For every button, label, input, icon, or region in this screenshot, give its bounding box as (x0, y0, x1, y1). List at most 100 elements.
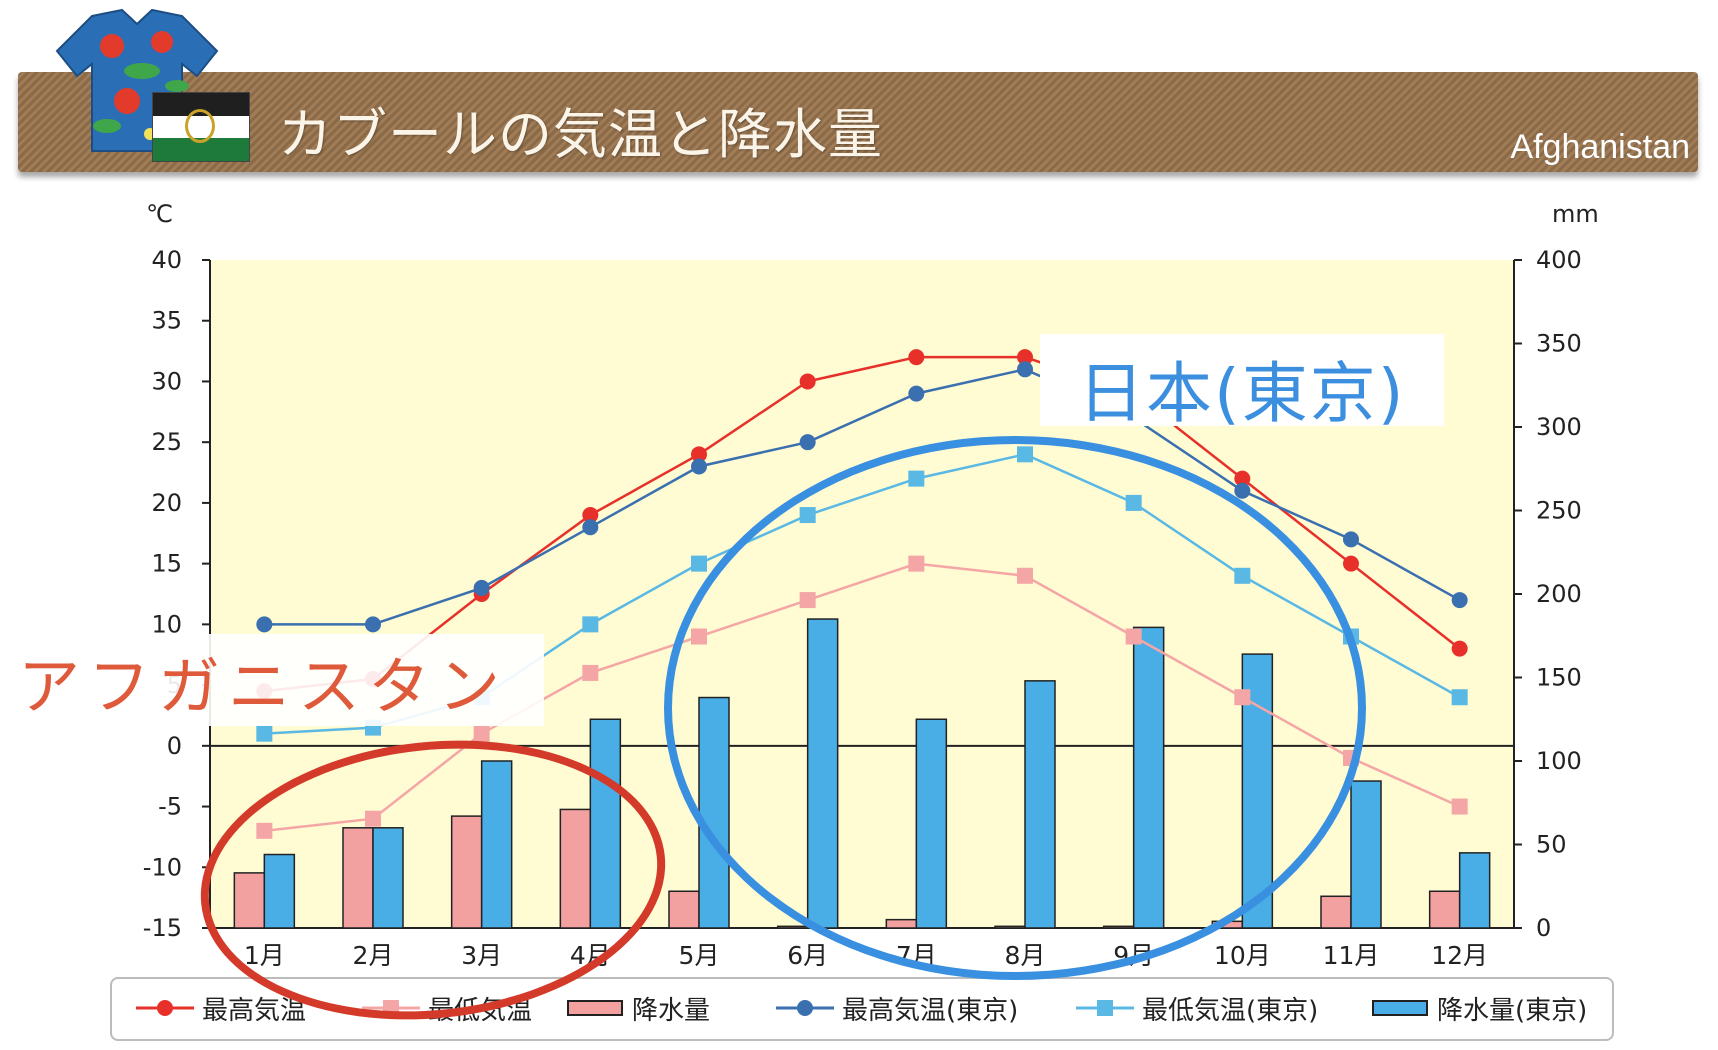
legend-line-circle-red-icon (136, 1000, 194, 1016)
legend: 最高気温 最低気温 降水量 最高気温(東京) 最低気温(東京) 降水量(東京) (110, 977, 1614, 1041)
data-point (799, 434, 816, 451)
afghanistan-annotation-text: アフガニスタン (18, 650, 509, 723)
right-tick-label: 150 (1536, 664, 1582, 692)
right-axis-unit: mm (1552, 200, 1599, 228)
left-tick-label: 15 (151, 550, 182, 578)
data-point (908, 349, 925, 366)
right-tick-label: 0 (1536, 914, 1551, 942)
bar (233, 872, 266, 929)
legend-bar-blue-icon (1372, 1000, 1428, 1016)
data-point (365, 616, 381, 633)
x-tick-label: 4月 (570, 941, 611, 970)
right-tick-label: 100 (1536, 747, 1582, 775)
left-tick-label: 30 (151, 367, 182, 395)
legend-item-kabul-precip: 降水量 (562, 991, 711, 1026)
afghanistan-annotation: アフガニスタン (8, 634, 544, 726)
data-point (1017, 349, 1033, 366)
left-tick-label: 0 (167, 732, 182, 760)
series-line (264, 367, 1461, 626)
data-point (1451, 798, 1468, 815)
left-tick-label: -15 (143, 914, 182, 942)
legend-item-tokyo-precip: 降水量(東京) (1367, 991, 1588, 1026)
bar (776, 925, 809, 929)
data-point (1234, 470, 1251, 487)
bar (450, 815, 483, 929)
legend-line-square-lightblue-icon (1076, 1000, 1134, 1016)
data-point (1451, 689, 1468, 706)
data-point (1234, 482, 1251, 499)
data-point (1343, 555, 1359, 572)
x-tick-label: 3月 (461, 941, 502, 970)
data-point (1451, 592, 1468, 609)
legend-label: 降水量 (632, 995, 711, 1026)
data-point (256, 616, 273, 633)
x-tick-label: 10月 (1214, 941, 1271, 970)
right-tick-label: 350 (1536, 330, 1582, 358)
data-point (1451, 640, 1468, 657)
japan-annotation-text: 日本(東京) (1078, 355, 1406, 432)
data-point (691, 555, 707, 572)
legend-label: 降水量(東京) (1437, 995, 1588, 1026)
data-point (256, 822, 273, 839)
series-line (264, 355, 1461, 693)
legend-line-square-pink-icon (362, 1000, 420, 1016)
x-tick-label: 6月 (787, 941, 828, 970)
legend-item-kabul-high: 最高気温 (132, 991, 307, 1026)
legend-item-tokyo-low: 最低気温(東京) (1072, 991, 1319, 1026)
left-tick-label: -10 (143, 853, 182, 881)
legend-bar-pink-icon (567, 1000, 623, 1016)
right-tick-label: 250 (1536, 497, 1582, 525)
data-point (582, 507, 599, 524)
japan-highlight-ellipse (664, 436, 1366, 980)
left-axis-unit: ℃ (146, 200, 173, 228)
left-tick-label: 25 (151, 428, 182, 456)
left-tick-label: -5 (158, 793, 182, 821)
country-label: Afghanistan (1510, 128, 1690, 166)
x-tick-label: 11月 (1323, 941, 1380, 970)
bar (480, 760, 513, 929)
data-point (1017, 361, 1033, 378)
x-tick-label: 1月 (244, 941, 285, 970)
bar (1458, 852, 1491, 929)
bar (668, 890, 700, 929)
data-point (256, 725, 273, 742)
bar (372, 827, 404, 929)
bar (589, 718, 622, 929)
data-point (908, 385, 925, 402)
x-tick-label: 12月 (1431, 941, 1488, 970)
legend-label: 最高気温(東京) (842, 995, 1019, 1026)
legend-line-circle-blue-icon (776, 1000, 834, 1016)
title-banner (18, 72, 1698, 172)
data-point (473, 725, 490, 742)
legend-label: 最高気温 (202, 995, 307, 1026)
data-point (473, 579, 490, 596)
left-tick-label: 10 (151, 610, 182, 638)
right-tick-label: 400 (1536, 246, 1582, 274)
right-tick-label: 200 (1536, 580, 1582, 608)
bar (1320, 895, 1352, 929)
data-point (365, 810, 381, 827)
left-tick-label: 35 (151, 307, 182, 335)
bar (1428, 890, 1461, 929)
right-tick-label: 50 (1536, 831, 1567, 859)
data-point (799, 373, 816, 390)
left-tick-label: 40 (151, 246, 182, 274)
legend-label: 最低気温(東京) (1142, 995, 1319, 1026)
legend-item-tokyo-high: 最高気温(東京) (772, 991, 1019, 1026)
data-point (691, 446, 707, 463)
right-tick-label: 300 (1536, 413, 1582, 441)
bar (342, 827, 374, 929)
x-tick-label: 5月 (679, 941, 720, 970)
data-point (691, 458, 707, 475)
page-title: カブールの気温と降水量 (278, 103, 883, 166)
data-point (1343, 531, 1359, 548)
left-tick-label: 20 (151, 489, 182, 517)
legend-label: 最低気温 (428, 995, 533, 1026)
legend-item-kabul-low: 最低気温 (358, 991, 533, 1026)
afghanistan-flag-icon (152, 92, 250, 162)
data-point (582, 616, 599, 633)
bar (1350, 780, 1382, 929)
x-tick-label: 2月 (353, 941, 394, 970)
data-point (582, 664, 599, 681)
